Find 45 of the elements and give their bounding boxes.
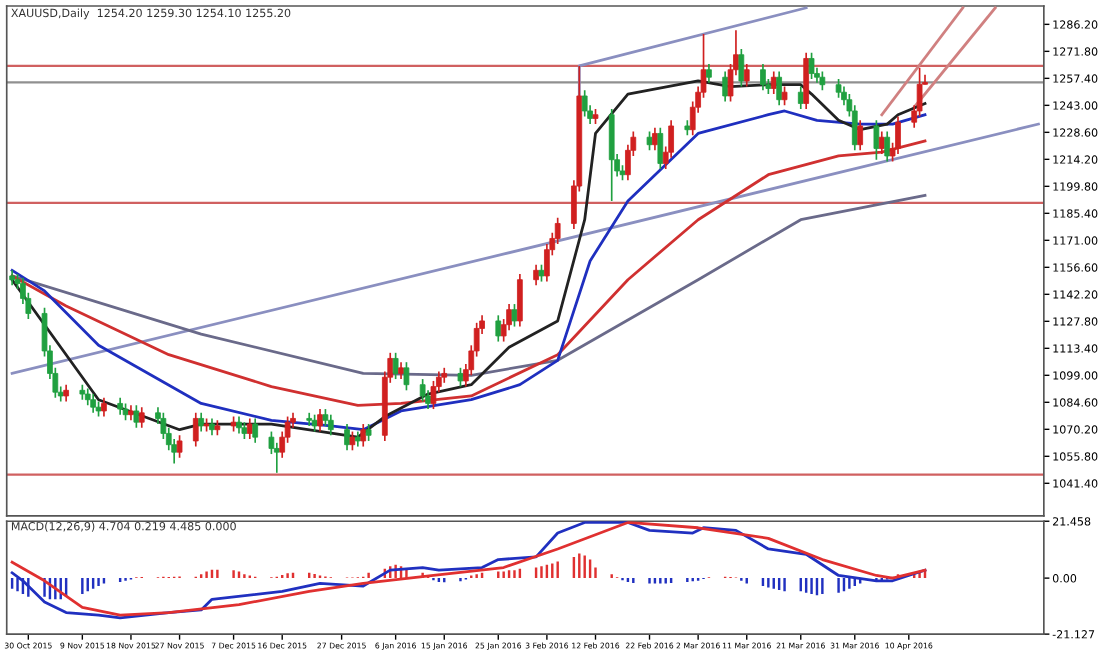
candlestick bbox=[176, 434, 183, 459]
candlestick bbox=[581, 89, 588, 118]
candlestick bbox=[657, 127, 664, 170]
candlestick bbox=[803, 52, 810, 110]
candlestick bbox=[706, 63, 712, 84]
candlestick bbox=[430, 380, 437, 410]
candlestick bbox=[360, 423, 367, 448]
candlestick bbox=[895, 115, 901, 155]
candlestick bbox=[738, 48, 745, 88]
candlestick bbox=[419, 378, 426, 403]
candlestick bbox=[646, 130, 653, 152]
candlestick bbox=[317, 408, 323, 433]
candlestick bbox=[533, 263, 539, 287]
candlestick bbox=[327, 413, 334, 437]
candlestick bbox=[344, 423, 350, 452]
candlestick bbox=[90, 393, 96, 414]
candlestick bbox=[781, 85, 788, 107]
candlestick bbox=[776, 70, 783, 107]
candlestick bbox=[760, 63, 766, 92]
candlestick bbox=[246, 417, 253, 440]
candlestick bbox=[138, 406, 145, 429]
candlestick bbox=[403, 361, 410, 392]
candlestick bbox=[722, 70, 728, 103]
candlestick bbox=[873, 119, 880, 161]
line-series bbox=[10, 193, 927, 377]
candlestick bbox=[198, 411, 205, 433]
candlestick bbox=[517, 273, 523, 328]
candlestick bbox=[743, 63, 750, 88]
line-series bbox=[10, 139, 927, 407]
candlestick bbox=[511, 303, 518, 328]
candlestick bbox=[133, 404, 140, 429]
candlestick bbox=[306, 411, 313, 427]
candlestick bbox=[349, 430, 356, 452]
candlestick bbox=[392, 351, 399, 380]
candlestick bbox=[495, 314, 502, 343]
candlestick bbox=[884, 130, 891, 163]
candlestick bbox=[192, 411, 199, 448]
candlestick bbox=[808, 52, 815, 80]
candlestick bbox=[835, 78, 842, 99]
candlestick bbox=[608, 108, 615, 202]
candlestick bbox=[857, 119, 864, 152]
candlestick bbox=[457, 366, 464, 388]
candlestick bbox=[819, 70, 826, 92]
candlestick bbox=[252, 417, 259, 444]
candlestick bbox=[101, 396, 107, 418]
